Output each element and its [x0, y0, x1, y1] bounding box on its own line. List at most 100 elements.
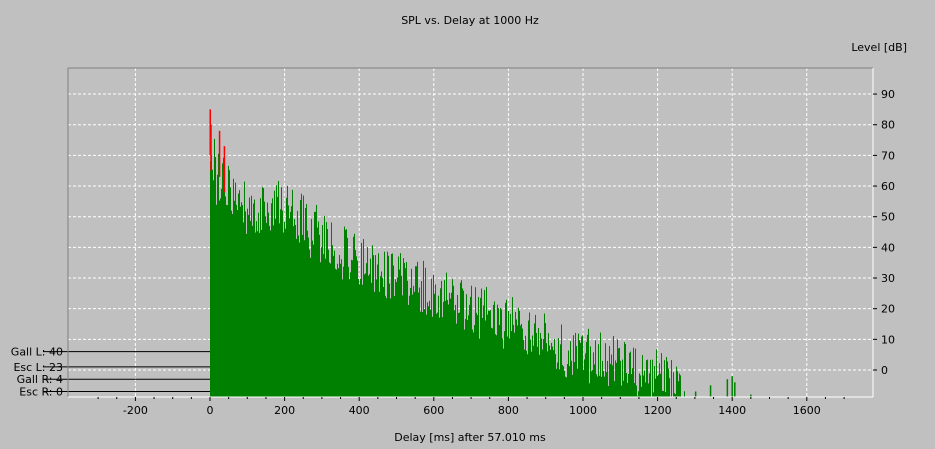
reflection-bar	[602, 360, 603, 397]
reflection-bar	[600, 332, 601, 397]
reflection-bar	[500, 308, 501, 397]
reflection-bar	[379, 291, 380, 397]
reflection-bar	[382, 277, 383, 397]
reflection-bar	[227, 205, 228, 397]
reflection-bar	[510, 313, 511, 397]
reflection-bar	[449, 292, 450, 397]
reflection-bar	[610, 363, 611, 397]
reflection-bar	[370, 258, 371, 397]
reflection-bar	[402, 295, 403, 397]
reflection-bar	[662, 390, 663, 397]
reflection-bar	[284, 221, 285, 397]
reflection-bar	[237, 210, 238, 397]
reflection-bar	[482, 317, 483, 397]
reflection-bar	[533, 345, 534, 397]
reflection-bar	[654, 366, 655, 397]
direct-sound-bar	[210, 124, 212, 171]
reflection-bar	[310, 257, 311, 397]
reflection-bar	[331, 222, 332, 397]
reflection-bar	[318, 221, 319, 397]
reflection-bar	[229, 170, 230, 397]
reflection-bar	[599, 375, 600, 397]
receiver-label: Gall L: 40	[11, 346, 63, 359]
reflection-bar	[557, 362, 558, 397]
reflection-bar	[233, 178, 234, 397]
direct-sound-bars	[209, 109, 226, 193]
reflection-bar	[427, 302, 428, 397]
reflection-bar	[367, 247, 368, 397]
reflection-bar	[629, 352, 630, 397]
reflection-bar	[294, 218, 295, 397]
x-tick-label: 0	[207, 404, 214, 417]
reflection-bar	[386, 298, 387, 397]
reflection-bar	[541, 338, 542, 397]
reflection-bar	[660, 373, 661, 397]
reflection-bar	[586, 341, 587, 397]
reflection-bar	[241, 202, 242, 397]
reflection-bar	[238, 193, 239, 397]
reflection-bar	[483, 305, 484, 397]
reflection-bar	[214, 138, 215, 397]
reflection-bar	[357, 260, 358, 397]
reflection-bar	[375, 255, 376, 397]
reflection-bar	[492, 328, 493, 397]
reflection-bar	[363, 239, 364, 397]
reflection-bar	[258, 212, 259, 397]
reflection-bar	[544, 313, 545, 397]
reflection-bar	[399, 269, 400, 397]
reflection-bar	[671, 360, 672, 397]
reflection-bar	[387, 251, 388, 397]
reflection-bar	[221, 188, 222, 397]
reflection-bar	[385, 295, 386, 397]
y-tick-label: 80	[881, 119, 895, 132]
reflection-bar	[360, 278, 361, 397]
reflection-bar	[472, 329, 473, 397]
reflection-bar	[535, 314, 536, 397]
reflection-bar	[506, 299, 507, 397]
reflection-bar	[389, 283, 390, 397]
reflection-bar	[674, 393, 675, 397]
reflection-bar	[422, 311, 423, 397]
reflection-bar	[303, 195, 304, 397]
reflection-bar	[676, 366, 677, 397]
reflection-bar	[512, 297, 513, 397]
reflection-bar	[443, 301, 444, 397]
reflection-bar	[547, 351, 548, 397]
reflection-bar	[559, 369, 560, 397]
reflection-bar	[347, 237, 348, 397]
reflection-bar	[286, 197, 287, 397]
reflection-bar	[630, 351, 631, 397]
reflection-bar	[251, 195, 252, 397]
reflection-bar	[296, 238, 297, 397]
reflection-bar	[293, 226, 294, 397]
reflection-bar	[650, 359, 651, 397]
reflection-bar	[459, 312, 460, 397]
reflection-bar	[613, 335, 614, 397]
reflection-bar	[478, 296, 479, 397]
reflection-bar	[369, 274, 370, 397]
reflection-bar	[235, 182, 236, 397]
reflection-bar	[652, 359, 653, 397]
reflection-bar	[598, 344, 599, 397]
reflection-bar	[308, 237, 309, 397]
reflection-bar	[407, 280, 408, 397]
reflection-bar	[539, 354, 540, 397]
reflection-bar	[388, 255, 389, 397]
reflection-bar	[498, 308, 499, 397]
reflection-bar	[289, 218, 290, 397]
reflection-bar	[280, 209, 281, 397]
reflection-bar	[457, 294, 458, 397]
reflection-bar	[349, 279, 350, 397]
reflection-bar	[257, 231, 258, 397]
reflection-bar	[226, 204, 227, 397]
reflection-bar	[463, 290, 464, 397]
reflection-bar	[401, 275, 402, 397]
reflection-bar	[325, 258, 326, 397]
reflection-bar	[658, 374, 659, 397]
y-tick-label: 10	[881, 333, 895, 346]
reflection-bar	[365, 273, 366, 397]
reflection-bar	[441, 280, 442, 397]
reflection-bar	[531, 351, 532, 397]
reflection-bar	[684, 391, 685, 397]
